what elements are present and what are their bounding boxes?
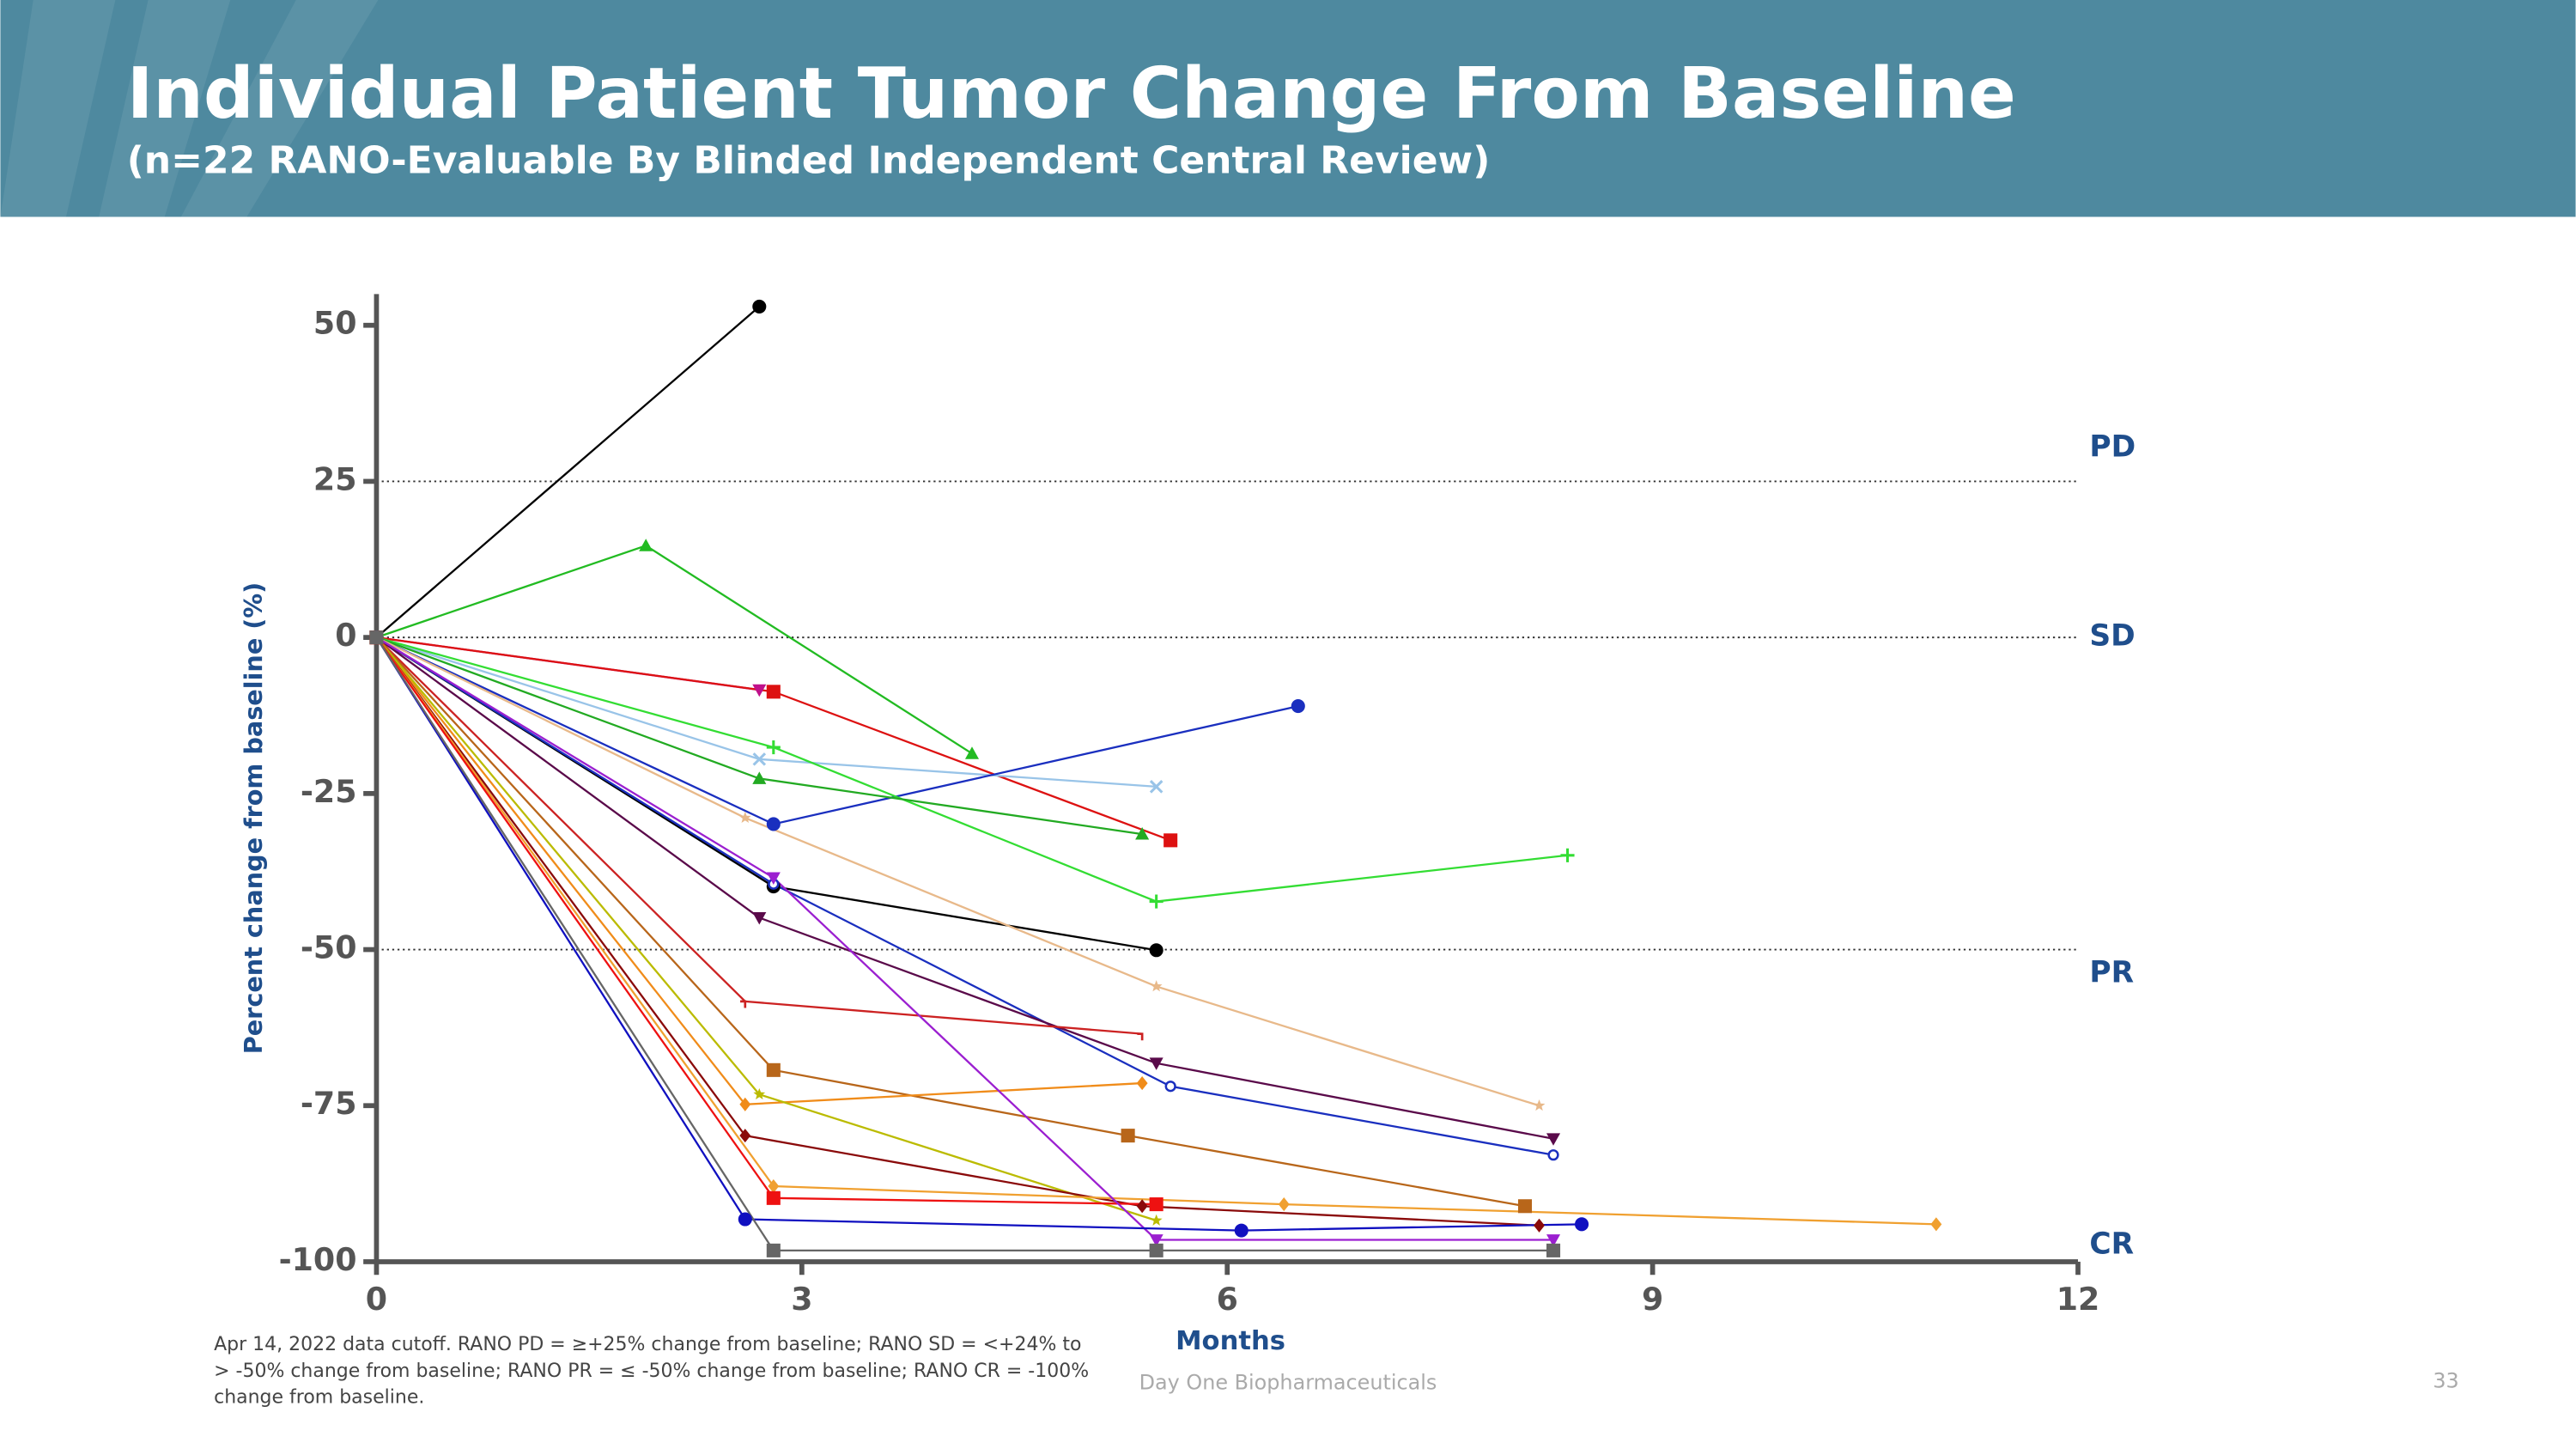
point: [1150, 980, 1163, 992]
point: [1291, 699, 1305, 714]
point: [766, 1062, 781, 1077]
y-tick-label: -75: [301, 1085, 357, 1122]
point: [738, 1212, 752, 1227]
header-decoration: [0, 0, 379, 217]
point: [1149, 894, 1163, 909]
point: [1546, 1133, 1561, 1146]
series-line: [375, 636, 1540, 1107]
point: [766, 740, 781, 755]
y-tick-label: -25: [301, 773, 357, 810]
point: [1930, 1217, 1942, 1232]
point: [766, 685, 781, 699]
point: [740, 1000, 747, 1008]
company: Day One Biopharmaceuticals: [1139, 1370, 1437, 1394]
series-line: [375, 636, 1583, 1232]
slide-subtitle: (n=22 RANO-Evaluable By Blinded Independ…: [127, 138, 1491, 182]
x-axis-label: Months: [1176, 1326, 1285, 1356]
series-line: [375, 636, 1143, 1035]
point: [1136, 1199, 1148, 1214]
point: [1137, 1032, 1144, 1041]
point: [1149, 1197, 1163, 1212]
series-line: [376, 636, 1171, 842]
point: [1234, 1223, 1249, 1238]
point: [752, 771, 767, 784]
point: [752, 752, 767, 766]
point: [1149, 1057, 1163, 1070]
series-line: [375, 636, 1157, 952]
series-line: [375, 636, 1299, 825]
point: [766, 872, 781, 885]
point: [753, 1087, 766, 1100]
point: [964, 746, 980, 759]
point: [1547, 1149, 1559, 1161]
series-line: [375, 636, 1554, 1252]
point: [1149, 1234, 1163, 1247]
series-line: [376, 636, 1143, 836]
slide-title: Individual Patient Tumor Change From Bas…: [127, 53, 2016, 135]
point: [752, 912, 767, 925]
series-line: [375, 636, 1526, 1208]
footnote-box: Apr 14, 2022 data cutoff. RANO PD = ≥+25…: [214, 1332, 1090, 1409]
point: [1534, 1218, 1545, 1233]
series-line: [375, 636, 1554, 1140]
point: [1149, 1243, 1163, 1257]
point: [766, 1243, 781, 1257]
series-line: [375, 636, 1936, 1226]
x-tick-label: 12: [2057, 1281, 2100, 1318]
point: [1533, 1099, 1546, 1111]
point: [1135, 827, 1150, 840]
response-label: PR: [2089, 956, 2134, 990]
y-tick-label: -100: [279, 1241, 357, 1278]
y-tick-label: 50: [313, 305, 357, 342]
point: [1136, 1076, 1148, 1091]
y-tick-label: -50: [301, 929, 357, 966]
point: [1121, 1129, 1135, 1143]
y-axis-label: Percent change from baseline (%): [239, 582, 268, 1055]
point: [766, 817, 781, 831]
response-label: CR: [2089, 1227, 2134, 1261]
point: [1560, 848, 1575, 862]
point: [1149, 943, 1163, 958]
point: [1546, 1234, 1561, 1247]
point: [752, 684, 767, 697]
series-line: [375, 306, 761, 638]
point: [1546, 1243, 1561, 1257]
series-line: [375, 636, 1540, 1227]
footnote: Apr 14, 2022 data cutoff. RANO PD = ≥+25…: [214, 1332, 1090, 1409]
point: [1575, 1217, 1589, 1232]
point: [1164, 1081, 1176, 1093]
x-tick-label: 9: [1642, 1281, 1663, 1318]
point: [752, 299, 767, 314]
point: [1150, 1214, 1163, 1226]
response-label: PD: [2089, 430, 2136, 465]
x-tick-label: 6: [1217, 1281, 1238, 1318]
point: [369, 630, 384, 645]
point: [1163, 833, 1178, 848]
series-line: [376, 636, 1568, 903]
series-line: [375, 636, 1157, 1222]
point: [739, 1129, 751, 1143]
point: [738, 811, 751, 824]
point: [766, 1190, 781, 1205]
series-line: [375, 636, 1554, 1156]
y-tick-label: 0: [335, 617, 356, 654]
point: [1278, 1197, 1290, 1212]
point: [1517, 1199, 1533, 1214]
point: [1149, 780, 1163, 794]
x-tick-label: 0: [366, 1281, 387, 1318]
page-number: 33: [2433, 1369, 2458, 1393]
y-tick-label: 25: [313, 460, 357, 497]
header-band: [0, 0, 2576, 217]
x-tick-label: 3: [791, 1281, 812, 1318]
point: [639, 539, 653, 551]
series-line: [375, 636, 1554, 1241]
response-label: SD: [2089, 619, 2135, 654]
